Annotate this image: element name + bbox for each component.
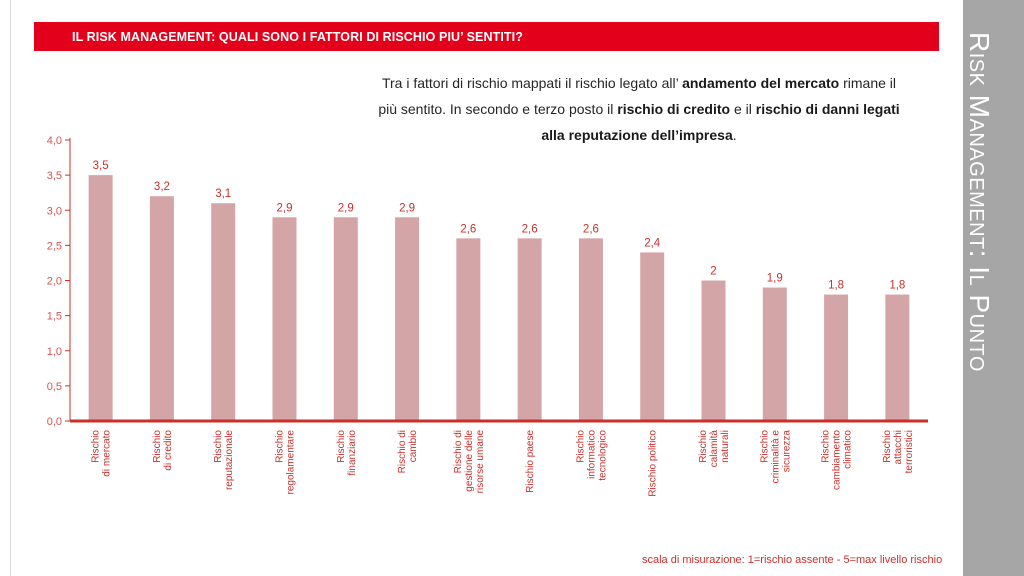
category-label-line: Rischio	[275, 430, 286, 463]
y-tick-label: 1,5	[47, 311, 62, 323]
y-tick-label: 3,5	[47, 170, 62, 182]
intro-highlight-market: andamento del mercato	[682, 75, 840, 91]
category-label: Rischio politico	[648, 430, 659, 497]
category-label-line: Rischio	[91, 430, 102, 463]
bar-value-label: 1,8	[828, 280, 844, 292]
intro-text: Tra i fattori di rischio mappati il risc…	[378, 70, 900, 148]
bar-value-label: 2	[710, 266, 716, 278]
category-label-line: tecnologico	[597, 430, 608, 481]
bar	[578, 238, 603, 421]
category-label-line: calamità	[709, 430, 720, 468]
category-label-line: risorse umane	[475, 430, 486, 494]
header-bar: IL RISK MANAGEMENT: QUALI SONO I FATTORI…	[34, 22, 939, 51]
category-label-line: cambiamento	[832, 430, 843, 490]
category-label: Rischio regolamentare	[275, 430, 297, 495]
category-label-line: sicurezza	[781, 430, 792, 473]
category-label-line: attacchi	[893, 430, 904, 464]
category-label-line: Rischio	[759, 430, 770, 463]
intro-highlight-credit: rischio di credito	[617, 101, 731, 117]
bar-value-label: 2,9	[399, 202, 415, 214]
left-border-rule	[10, 0, 11, 576]
bar-value-label: 2,9	[277, 202, 293, 214]
intro-text-part-2: rimane il più sentito. In secondo e terz…	[378, 75, 897, 117]
category-label-line: Rischio	[336, 430, 347, 463]
category-label-line: criminalità e	[770, 430, 781, 484]
category-label: Rischio calamità naturali	[698, 430, 731, 468]
intro-text-part-4: .	[732, 127, 737, 143]
category-label-line: Rischio di	[397, 430, 408, 473]
bar	[211, 203, 236, 421]
bar	[885, 294, 910, 421]
bar	[517, 238, 542, 421]
bar	[149, 196, 174, 421]
category-label: Rischio cambiamento climatico	[821, 430, 854, 490]
intro-text-part-1: Tra i fattori di rischio mappati il risc…	[381, 75, 683, 91]
scale-note: scala di misurazione: 1=rischio assente …	[642, 554, 943, 566]
category-label-line: reputazionale	[224, 430, 235, 490]
category-label-line: finanziario	[347, 430, 358, 476]
category-label: Rischio di gestione delle risorse umane	[453, 430, 486, 494]
y-tick-label: 1,0	[47, 346, 62, 358]
bar-value-label: 2,6	[583, 223, 599, 235]
bar-value-label: 2,6	[460, 223, 476, 235]
category-label-line: Rischio	[882, 430, 893, 463]
bar	[333, 217, 358, 421]
bar-value-label: 3,2	[154, 181, 170, 193]
category-label: Rischio attacchi terroristici	[882, 430, 915, 474]
category-label-line: di credito	[163, 430, 174, 471]
header-title: IL RISK MANAGEMENT: QUALI SONO I FATTORI…	[72, 29, 523, 44]
bar-value-label: 3,5	[93, 160, 109, 172]
category-label-line: Rischio	[698, 430, 709, 463]
category-label: Rischio di mercato	[91, 430, 113, 477]
category-label-line: Rischio paese	[525, 430, 536, 493]
category-label: Rischio informatico tecnologico	[575, 430, 608, 481]
category-label-line: di mercato	[102, 430, 113, 477]
intro-highlight-reputation: rischio di danni legati alla reputazione…	[541, 101, 900, 143]
category-label-line: Rischio	[575, 430, 586, 463]
category-label-line: Rischio politico	[648, 430, 659, 497]
bar	[701, 280, 726, 421]
category-label: Rischio finanziario	[336, 430, 358, 476]
category-label-line: Rischio	[213, 430, 224, 463]
bar	[395, 217, 420, 421]
bar-value-label: 1,9	[767, 273, 783, 285]
category-label: Rischio criminalità e sicurezza	[759, 430, 792, 484]
category-label-line: terroristici	[904, 430, 915, 473]
y-tick-label: 4,0	[47, 135, 62, 147]
side-panel	[963, 0, 1024, 576]
category-label-line: informatico	[586, 430, 597, 479]
category-label-line: Rischio	[152, 430, 163, 463]
bar-value-label: 2,6	[522, 223, 538, 235]
bar	[456, 238, 481, 421]
category-label-line: cambio	[408, 430, 419, 463]
y-tick-label: 2,0	[47, 276, 62, 288]
y-tick-label: 2,5	[47, 240, 62, 252]
bar	[272, 217, 297, 421]
bar-value-label: 3,1	[215, 188, 231, 200]
category-label-line: Rischio	[821, 430, 832, 463]
category-label-line: naturali	[720, 430, 731, 463]
intro-text-part-3: e il	[730, 101, 756, 117]
y-tick-label: 0,5	[47, 381, 62, 393]
category-label-line: gestione delle	[464, 430, 475, 492]
bar	[762, 287, 787, 421]
category-label: Rischio di credito	[152, 430, 174, 471]
category-label: Rischio reputazionale	[213, 430, 235, 490]
y-tick-label: 3,0	[47, 205, 62, 217]
bar-value-label: 2,9	[338, 202, 354, 214]
bar	[640, 252, 665, 421]
bar	[824, 294, 849, 421]
y-tick-label: 0,0	[47, 416, 62, 428]
category-label-line: climatico	[843, 430, 854, 469]
bar	[88, 175, 113, 421]
category-label-line: regolamentare	[286, 430, 297, 495]
bar-value-label: 1,8	[889, 280, 905, 292]
category-label: Rischio di cambio	[397, 430, 419, 474]
side-panel-title: Risk Management: Il Punto	[964, 32, 995, 372]
category-label: Rischio paese	[525, 430, 536, 493]
bar-value-label: 2,4	[644, 237, 661, 249]
category-label-line: Rischio di	[453, 430, 464, 473]
